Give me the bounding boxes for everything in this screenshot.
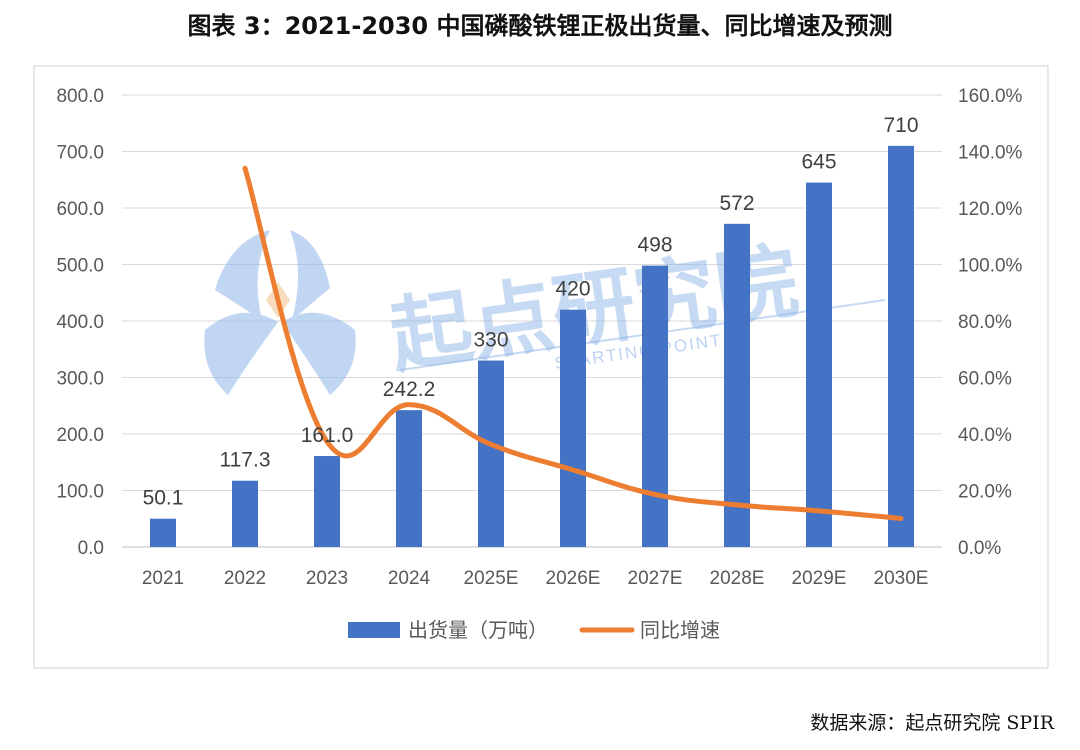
watermark-petal [282,312,356,395]
y2-tick-label: 20.0% [958,482,1012,503]
y2-tick-label: 40.0% [958,425,1012,446]
y-tick-label: 600.0 [56,199,104,220]
bar-data-label: 50.1 [143,487,184,510]
y-tick-label: 100.0 [56,482,104,503]
x-tick-label: 2023 [306,568,348,589]
bar-data-label: 161.0 [301,424,354,447]
watermark-petal [204,312,278,395]
bar-data-label: 572 [719,192,754,215]
x-tick-label: 2026E [546,568,601,589]
bar-data-label: 242.2 [383,378,436,401]
watermark-logo [204,230,356,395]
bar [642,265,668,547]
bar-data-label: 710 [883,114,918,137]
bar [724,223,750,547]
bar [888,145,914,547]
y-tick-label: 400.0 [56,312,104,333]
y2-tick-label: 0.0% [958,538,1001,559]
bar-data-label: 645 [801,151,836,174]
bar-data-label: 498 [637,234,672,257]
y2-tick-label: 80.0% [958,312,1012,333]
x-axis-tick-labels: 2021 2022 2023 2024 2025E 2026E 2027E 2028E 2029… [142,568,929,589]
chart-frame [33,65,1049,669]
legend-label-line: 同比增速 [640,618,720,642]
bar [478,360,504,547]
x-tick-label: 2021 [142,568,184,589]
watermark-petal [290,230,330,320]
y-tick-label: 200.0 [56,425,104,446]
legend-label-bar: 出货量（万吨） [408,618,548,642]
line-series [242,165,904,521]
x-tick-label: 2022 [224,568,266,589]
y2-tick-label: 140.0% [958,143,1023,164]
bar [314,456,340,547]
y-tick-label: 300.0 [56,369,104,390]
bar [150,518,176,547]
bar [232,480,258,547]
bar-data-label: 330 [473,329,508,352]
y2-tick-label: 100.0% [958,256,1023,277]
y2-tick-label: 160.0% [958,86,1023,107]
data-source-note: 数据来源：起点研究院 SPIR [810,712,1054,734]
bar-data-label: 420 [555,278,590,301]
legend-swatch-bar [348,622,400,638]
y2-tick-label: 60.0% [958,369,1012,390]
x-tick-label: 2030E [874,568,929,589]
y-tick-label: 0.0 [78,538,104,559]
legend: 出货量（万吨） 同比增速 [348,618,720,642]
y-tick-label: 500.0 [56,256,104,277]
x-tick-label: 2025E [464,568,519,589]
y-tick-label: 800.0 [56,86,104,107]
y-tick-label: 700.0 [56,143,104,164]
chart-title: 图表 3：2021-2030 中国磷酸铁锂正极出货量、同比增速及预测 [187,12,893,40]
growth-rate-line [242,165,904,521]
x-tick-label: 2029E [792,568,847,589]
left-axis-tick-labels: 0.0 100.0 200.0 300.0 400.0 500.0 600.0 700.0 80… [56,86,104,559]
right-axis-tick-labels: 0.0% 20.0% 40.0% 60.0% 80.0% 100.0% 120.0% 140.… [958,86,1023,559]
bar-data-label: 117.3 [220,449,271,472]
x-tick-label: 2027E [628,568,683,589]
watermark-petal [215,230,270,320]
bar-data-labels: 50.1 117.3 161.0 242.2 330 420 498 572 645 710 [143,114,919,510]
bar [396,410,422,547]
y2-tick-label: 120.0% [958,199,1023,220]
x-tick-label: 2028E [710,568,765,589]
x-tick-label: 2024 [388,568,431,589]
bar [806,182,832,547]
bar-series [150,145,914,547]
bar [560,309,586,547]
